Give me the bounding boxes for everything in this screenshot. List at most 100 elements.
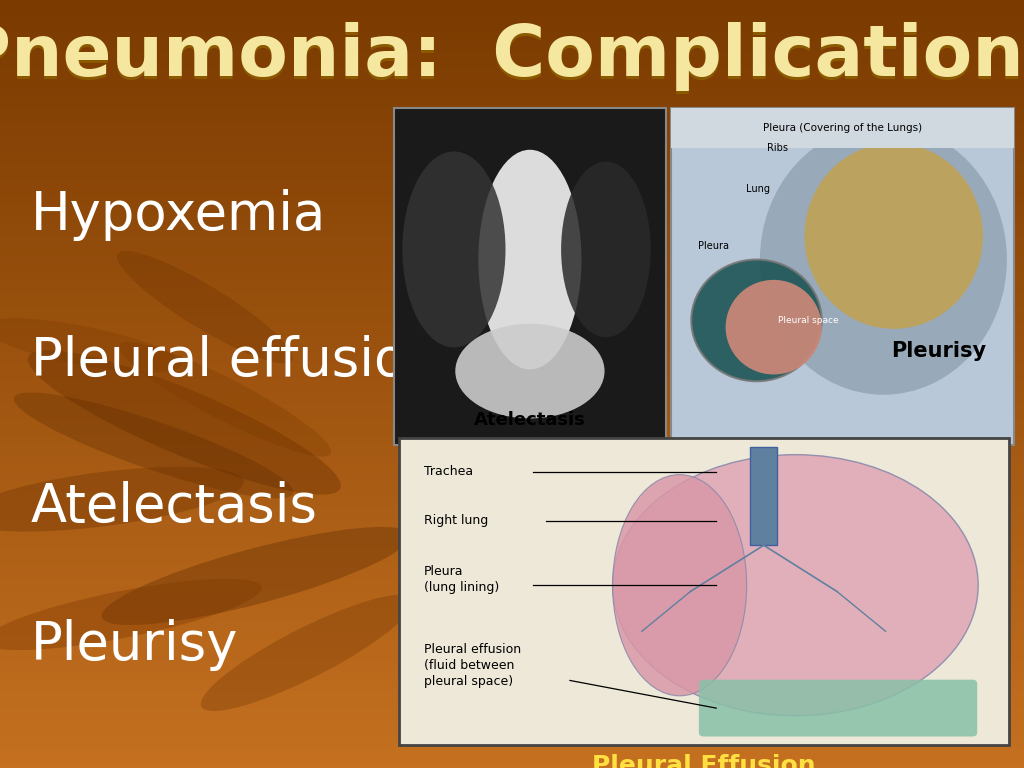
Bar (0, 51, 1024, 56)
Bar (0, 15, 1024, 21)
FancyBboxPatch shape (698, 680, 977, 737)
Bar (0, 92, 1024, 98)
Bar (0, 46, 1024, 51)
Bar (0, 609, 1024, 614)
Bar (0, 743, 1024, 747)
Bar (0, 553, 1024, 558)
Bar (0, 707, 1024, 712)
Text: Pleurisy: Pleurisy (31, 619, 239, 671)
Ellipse shape (201, 594, 414, 711)
Bar (0, 394, 1024, 399)
Bar (0, 660, 1024, 666)
Bar (0, 286, 1024, 292)
Ellipse shape (28, 350, 341, 495)
Bar (0, 369, 1024, 374)
Bar (0, 240, 1024, 246)
Bar (0, 374, 1024, 379)
Bar (0, 497, 1024, 502)
Bar (0, 348, 1024, 353)
Bar (0, 144, 1024, 148)
Bar (0, 635, 1024, 640)
Bar (0, 56, 1024, 61)
Bar (0, 558, 1024, 563)
Bar (0, 538, 1024, 543)
Bar (0, 359, 1024, 363)
Text: Pleura: Pleura (698, 241, 729, 251)
Bar (0, 108, 1024, 113)
Bar (0, 98, 1024, 102)
Text: Pleurisy: Pleurisy (891, 341, 986, 361)
Bar (0, 405, 1024, 409)
Bar (0, 578, 1024, 584)
Bar (0, 148, 1024, 154)
Bar (0, 87, 1024, 92)
Bar (0, 82, 1024, 87)
Bar (0, 343, 1024, 348)
Bar (0, 317, 1024, 323)
Text: Pneumonia:  Complications: Pneumonia: Complications (0, 25, 1024, 94)
Bar (0, 266, 1024, 271)
Ellipse shape (13, 392, 294, 498)
Ellipse shape (612, 455, 978, 716)
Ellipse shape (612, 475, 746, 696)
Bar (0, 624, 1024, 630)
Bar (0, 507, 1024, 512)
Bar (0, 353, 1024, 359)
Bar (0, 666, 1024, 670)
Bar (671, 108, 1014, 148)
Bar (0, 691, 1024, 697)
Text: Pleural effusion
(fluid between
pleural space): Pleural effusion (fluid between pleural … (424, 643, 521, 687)
Bar (0, 492, 1024, 497)
Bar (0, 225, 1024, 230)
Bar (0, 333, 1024, 338)
Bar (0, 282, 1024, 286)
Ellipse shape (805, 143, 983, 329)
Bar (0, 236, 1024, 240)
Bar (0, 435, 1024, 440)
Bar (0, 471, 1024, 476)
Bar (0, 307, 1024, 313)
Bar (0, 758, 1024, 763)
Bar (0, 681, 1024, 686)
Bar (0, 482, 1024, 486)
Bar (0, 190, 1024, 194)
Bar (0, 655, 1024, 660)
Bar (0, 71, 1024, 77)
Text: Ribs: Ribs (767, 143, 787, 153)
Bar (0, 31, 1024, 36)
Bar (0, 77, 1024, 82)
Bar (0, 512, 1024, 517)
Bar (399, 438, 1009, 745)
Ellipse shape (561, 161, 650, 337)
Bar (0, 154, 1024, 159)
Bar (0, 574, 1024, 578)
Bar (0, 686, 1024, 691)
Text: Hypoxemia: Hypoxemia (31, 189, 326, 241)
Bar (0, 430, 1024, 435)
Bar (0, 650, 1024, 655)
Bar (0, 630, 1024, 635)
Bar (0, 128, 1024, 133)
Bar (0, 543, 1024, 548)
Bar (0, 645, 1024, 650)
Bar (0, 399, 1024, 405)
Bar (0, 517, 1024, 522)
Text: Pneumonia:  Complications: Pneumonia: Complications (0, 22, 1024, 91)
Bar (0, 445, 1024, 451)
Bar (0, 313, 1024, 317)
Bar (0, 138, 1024, 144)
Bar (0, 640, 1024, 645)
Ellipse shape (402, 151, 506, 347)
Bar (0, 502, 1024, 507)
Bar (0, 727, 1024, 732)
Bar (0, 712, 1024, 717)
Bar (0, 763, 1024, 768)
Bar (0, 548, 1024, 553)
Text: Pleural effusion: Pleural effusion (31, 335, 439, 387)
Text: Pleura (Covering of the Lungs): Pleura (Covering of the Lungs) (763, 123, 922, 133)
Bar (0, 179, 1024, 184)
Text: Trachea: Trachea (424, 465, 473, 478)
Bar (0, 415, 1024, 420)
Bar (0, 210, 1024, 215)
Bar (0, 466, 1024, 471)
